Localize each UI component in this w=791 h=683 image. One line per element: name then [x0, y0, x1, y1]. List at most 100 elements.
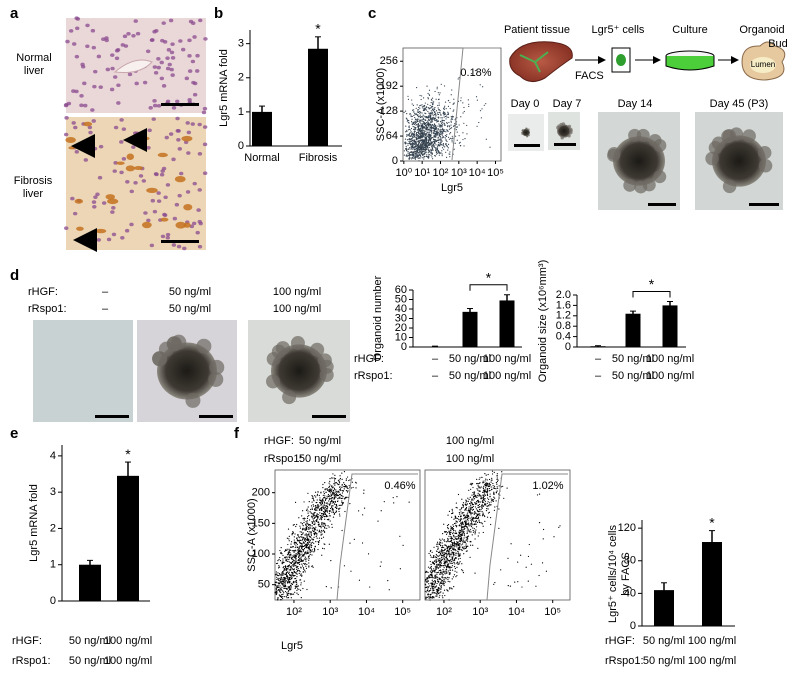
event — [320, 532, 321, 533]
x-tick-label: 10⁰ — [396, 167, 413, 179]
event — [514, 582, 515, 583]
event — [446, 122, 447, 123]
event — [327, 490, 328, 491]
event — [412, 116, 413, 117]
event — [310, 537, 311, 538]
event — [280, 579, 281, 580]
event — [485, 479, 486, 480]
nucleus — [134, 82, 138, 86]
event — [418, 107, 419, 108]
event — [413, 105, 414, 106]
event — [471, 499, 472, 500]
event — [475, 518, 476, 519]
event — [299, 558, 300, 559]
nucleus — [126, 32, 130, 36]
nucleus — [203, 171, 207, 175]
event — [309, 555, 310, 556]
event — [489, 479, 490, 480]
event — [293, 594, 294, 595]
event — [400, 568, 401, 569]
condition-label: 100 ng/ml — [273, 303, 321, 315]
event — [288, 559, 289, 560]
event — [298, 585, 299, 586]
event — [451, 538, 452, 539]
event — [440, 564, 441, 565]
event — [323, 537, 324, 538]
event — [295, 545, 296, 546]
event — [424, 156, 425, 157]
event — [283, 583, 284, 584]
event — [334, 475, 335, 476]
event — [334, 503, 335, 504]
event — [302, 549, 303, 550]
event — [431, 145, 432, 146]
event — [433, 570, 434, 571]
event — [461, 534, 462, 535]
event — [319, 495, 320, 496]
event — [409, 141, 410, 142]
event — [481, 477, 482, 478]
event — [305, 524, 306, 525]
y-tick-label: 1 — [50, 559, 56, 571]
event — [423, 115, 424, 116]
event — [456, 129, 457, 130]
event — [451, 552, 452, 553]
event — [426, 571, 427, 572]
event — [313, 537, 314, 538]
nucleus — [151, 199, 155, 203]
event — [478, 511, 479, 512]
event — [462, 112, 463, 113]
event — [430, 564, 431, 565]
event — [281, 547, 282, 548]
event — [334, 482, 335, 483]
event — [440, 140, 441, 141]
event — [444, 571, 445, 572]
event — [456, 502, 457, 503]
event — [491, 489, 492, 490]
event — [489, 490, 490, 491]
bud — [705, 152, 719, 166]
event — [465, 509, 466, 510]
event — [319, 540, 320, 541]
event — [330, 560, 331, 561]
event — [413, 115, 414, 116]
event — [402, 545, 403, 546]
event — [417, 138, 418, 139]
event — [313, 531, 314, 532]
event — [338, 511, 339, 512]
event — [439, 570, 440, 571]
event — [289, 582, 290, 583]
event — [439, 145, 440, 146]
event — [440, 114, 441, 115]
event — [306, 536, 307, 537]
event — [442, 542, 443, 543]
event — [285, 567, 286, 568]
event — [293, 546, 294, 547]
event — [315, 546, 316, 547]
event — [408, 99, 409, 100]
event — [439, 597, 440, 598]
event — [299, 553, 300, 554]
event — [279, 594, 280, 595]
event — [437, 572, 438, 573]
nucleus — [187, 98, 191, 102]
event — [475, 538, 476, 539]
event — [464, 111, 465, 112]
event — [301, 537, 302, 538]
event — [320, 492, 321, 493]
event — [427, 127, 428, 128]
event — [456, 575, 457, 576]
event — [310, 509, 311, 510]
event — [312, 530, 313, 531]
event — [444, 560, 445, 561]
event — [309, 526, 310, 527]
event — [420, 105, 421, 106]
event — [479, 504, 480, 505]
event — [440, 112, 441, 113]
event — [486, 485, 487, 486]
nucleus — [143, 81, 147, 85]
event — [324, 502, 325, 503]
event — [443, 149, 444, 150]
event — [445, 549, 446, 550]
event — [295, 557, 296, 558]
